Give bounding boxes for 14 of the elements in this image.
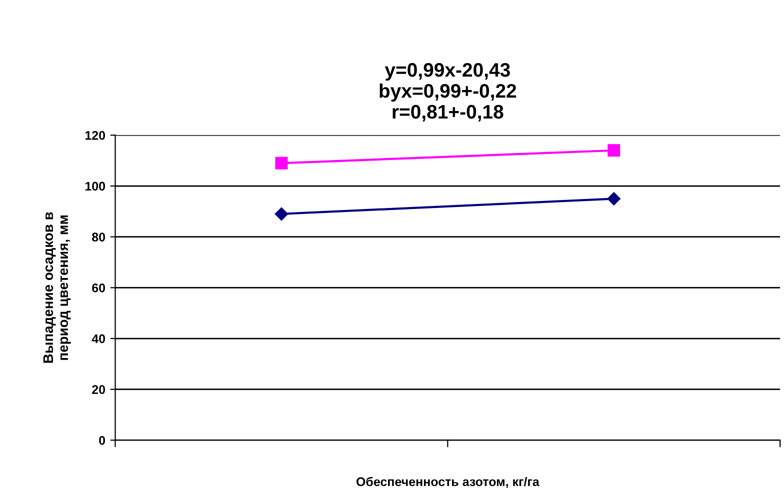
- y-tick-label: 0: [99, 436, 106, 445]
- chart-title: y=0,99x-20,43 byx=0,99+-0,22 r=0,81+-0,18: [380, 63, 516, 122]
- point: [274, 207, 288, 221]
- y-axis-title: Выпадение осадков в период цветения, мм: [43, 212, 71, 363]
- y-tick-label: 40: [92, 334, 106, 344]
- y-tick-label: 80: [92, 232, 106, 242]
- point: [607, 192, 620, 206]
- y-tick-label: 100: [85, 182, 106, 191]
- point: [275, 156, 288, 170]
- y-tick-label: 120: [85, 130, 106, 140]
- x-axis-title: Обеспеченность азотом, кг/га: [356, 476, 540, 488]
- point: [608, 144, 620, 157]
- y-tick-label: 20: [92, 385, 106, 394]
- y-tick-label: 60: [92, 283, 106, 292]
